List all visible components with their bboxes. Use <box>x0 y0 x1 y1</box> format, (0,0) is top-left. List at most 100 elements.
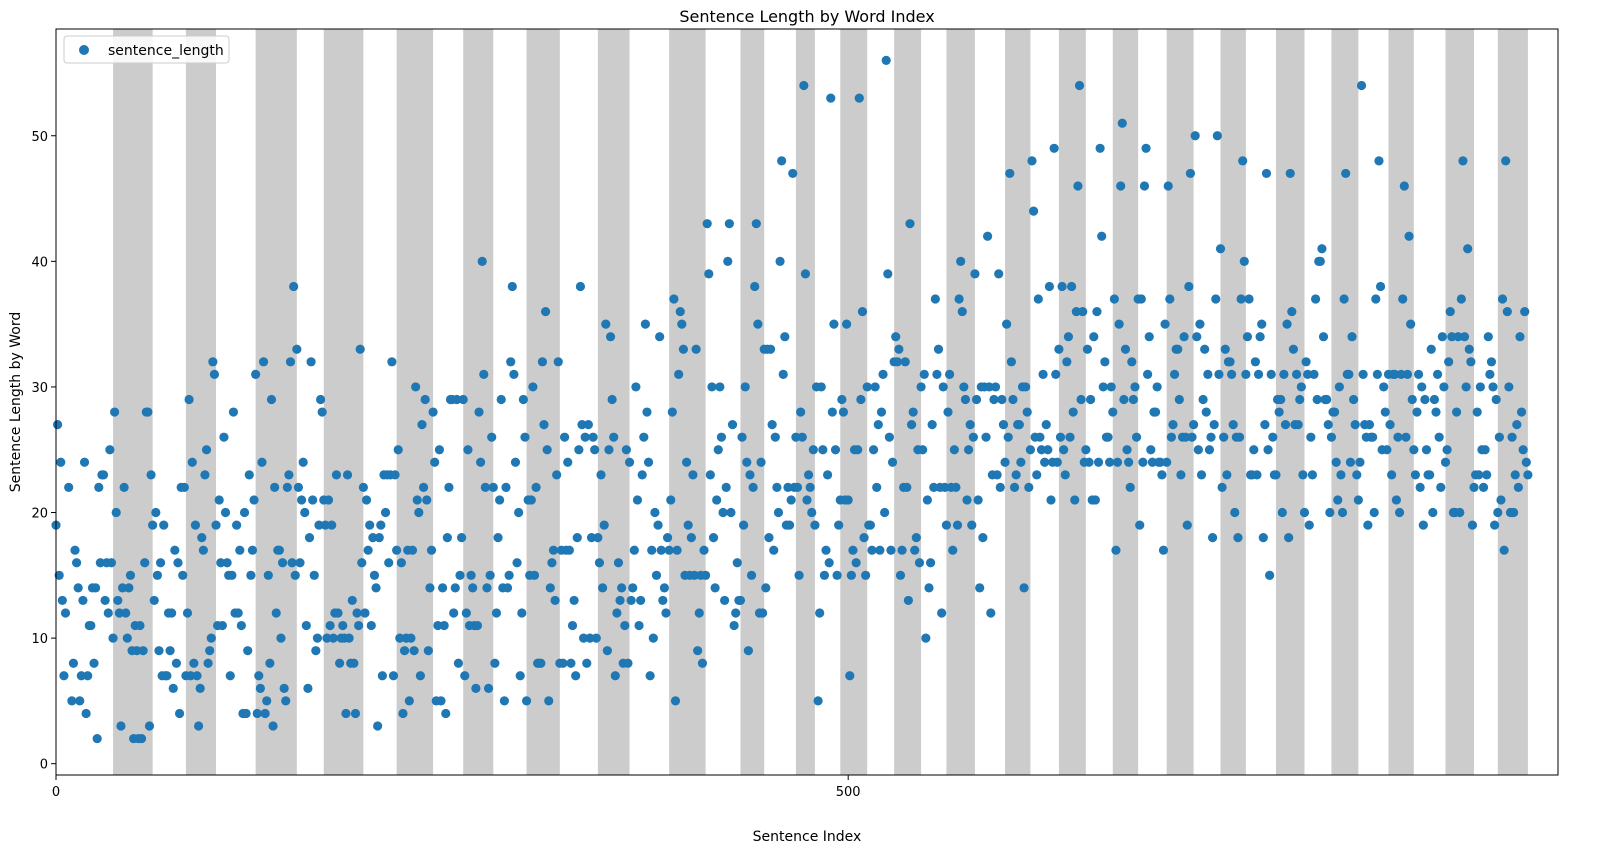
data-point <box>1482 470 1492 480</box>
data-point <box>1510 470 1520 480</box>
data-point <box>610 671 620 681</box>
x-tick-label: 0 <box>52 785 60 800</box>
data-point <box>1271 470 1281 480</box>
data-point <box>859 533 869 543</box>
data-point <box>1117 118 1127 128</box>
data-point <box>1323 420 1333 430</box>
data-point <box>803 470 814 480</box>
data-point <box>518 394 528 405</box>
data-point <box>110 407 120 417</box>
data-point <box>1368 432 1378 442</box>
data-point <box>122 633 132 643</box>
data-point <box>415 671 426 681</box>
data-point <box>398 708 408 719</box>
data-point <box>1445 306 1455 317</box>
data-point <box>1490 520 1500 530</box>
data-point <box>203 658 213 668</box>
data-point <box>815 608 825 618</box>
data-point <box>824 558 834 568</box>
data-point <box>1339 294 1349 304</box>
data-point <box>914 558 925 568</box>
data-point <box>338 620 348 631</box>
data-point <box>1421 445 1432 455</box>
data-point <box>1409 445 1419 455</box>
data-point <box>784 520 795 530</box>
data-point <box>387 357 397 367</box>
data-point <box>1496 495 1506 505</box>
data-point <box>683 520 693 530</box>
data-point <box>566 658 576 668</box>
data-point <box>1135 520 1145 530</box>
data-point <box>1312 394 1322 405</box>
data-point <box>761 583 771 593</box>
data-point <box>846 570 856 580</box>
data-point <box>246 570 256 580</box>
data-point <box>564 545 574 555</box>
data-point <box>1257 319 1267 329</box>
data-point <box>838 407 849 417</box>
data-point <box>639 432 649 442</box>
data-point <box>862 382 872 392</box>
data-point <box>312 633 323 643</box>
data-point <box>1214 369 1224 379</box>
data-point <box>1291 369 1302 379</box>
data-point <box>981 432 991 442</box>
data-point <box>314 520 324 530</box>
data-point <box>1356 80 1367 91</box>
data-point <box>1432 369 1443 379</box>
data-point <box>1131 432 1142 442</box>
data-point <box>621 445 631 455</box>
data-point <box>257 457 267 467</box>
data-point <box>1165 294 1175 304</box>
data-point <box>919 369 929 379</box>
data-point <box>978 533 988 543</box>
data-point <box>56 457 66 467</box>
data-point <box>1474 470 1484 480</box>
data-point <box>1125 482 1135 493</box>
data-point <box>708 533 719 543</box>
data-point <box>366 620 376 631</box>
data-point <box>1406 319 1416 329</box>
data-point <box>1162 457 1172 467</box>
data-point <box>851 558 861 568</box>
data-point <box>216 558 226 568</box>
data-point <box>767 420 777 430</box>
data-point <box>609 432 619 442</box>
data-point <box>243 646 253 656</box>
data-point <box>206 633 216 643</box>
data-point <box>1176 470 1186 480</box>
data-point <box>905 219 915 229</box>
data-point <box>997 394 1007 405</box>
data-point <box>1390 369 1400 379</box>
x-axis-ticks: 0 500 <box>52 775 861 800</box>
data-point <box>460 671 470 681</box>
data-point <box>344 633 354 643</box>
data-point <box>1150 407 1161 417</box>
data-point <box>1093 457 1104 467</box>
data-point <box>927 420 937 430</box>
data-point <box>594 558 605 568</box>
data-point <box>491 608 502 618</box>
data-point <box>1181 432 1191 442</box>
data-point <box>791 432 801 442</box>
data-point <box>786 495 796 505</box>
data-point <box>1280 420 1291 430</box>
data-point <box>845 671 855 681</box>
data-point <box>694 608 704 618</box>
data-point <box>853 445 863 455</box>
data-point <box>457 533 467 543</box>
data-point <box>911 533 921 543</box>
data-point <box>249 495 259 505</box>
data-point <box>585 633 595 643</box>
data-point <box>599 520 609 530</box>
data-point <box>712 495 722 505</box>
data-point <box>1141 143 1151 153</box>
data-point <box>78 595 88 606</box>
data-point <box>514 507 524 518</box>
data-point <box>526 495 536 505</box>
data-point <box>1196 470 1207 480</box>
data-point <box>479 369 489 379</box>
data-point <box>1139 181 1150 191</box>
data-point <box>865 520 875 530</box>
data-point <box>732 558 742 568</box>
